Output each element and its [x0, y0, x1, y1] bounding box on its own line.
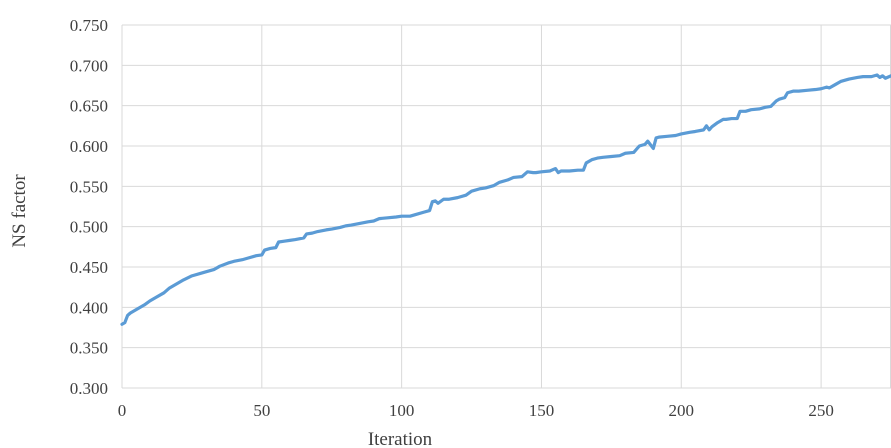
y-tick-label: 0.450 [70, 258, 108, 277]
gridlines [121, 24, 891, 389]
series-layer [120, 73, 891, 326]
y-tick-label: 0.500 [70, 218, 108, 237]
y-tick-label: 0.550 [70, 177, 108, 196]
x-tick-label: 150 [529, 401, 555, 420]
x-axis-title: Iteration [368, 429, 433, 448]
x-tick-label: 250 [808, 401, 834, 420]
y-tick-label: 0.300 [70, 379, 108, 398]
x-tick-label: 50 [253, 401, 270, 420]
y-axis-tick-labels: 0.300 0.350 0.400 0.450 0.500 0.550 0.600 0.650… [70, 16, 108, 398]
y-axis-title: NS factor [9, 174, 30, 248]
y-tick-label: 0.650 [70, 97, 108, 116]
x-tick-label: 200 [669, 401, 695, 420]
x-tick-label: 0 [118, 401, 127, 420]
y-tick-label: 0.400 [70, 298, 108, 317]
y-tick-label: 0.600 [70, 137, 108, 156]
x-tick-label: 100 [389, 401, 415, 420]
series-line-1 [120, 73, 891, 326]
y-tick-label: 0.700 [70, 56, 108, 75]
y-tick-label: 0.750 [70, 16, 108, 35]
x-axis-tick-labels: 0 50 100 150 200 250 [118, 401, 834, 420]
y-tick-label: 0.350 [70, 339, 108, 358]
